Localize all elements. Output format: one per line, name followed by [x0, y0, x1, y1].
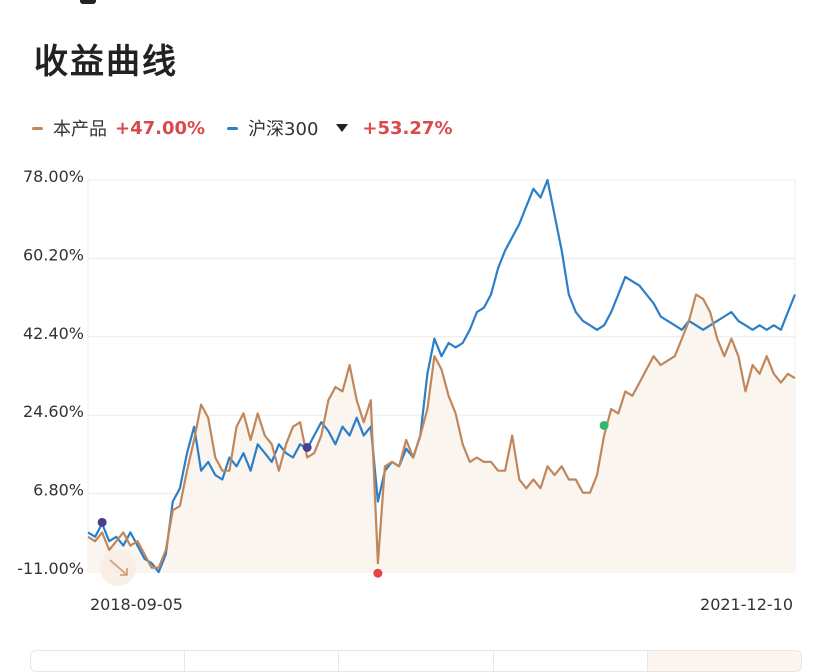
bottom-tab-2[interactable] [185, 651, 340, 671]
y-axis-labels: 78.00% 60.20% 42.40% 24.60% 6.80% -11.00% [17, 167, 84, 578]
index-return-value: +53.27% [362, 117, 453, 139]
bottom-tab-3[interactable] [339, 651, 494, 671]
arrow-icon [109, 559, 128, 576]
x-axis-labels: 2018-09-05 2021-12-10 [90, 595, 793, 614]
purple-trade-marker[interactable] [302, 442, 312, 452]
index-legend-label[interactable]: 沪深300 [248, 119, 319, 140]
green-trade-marker[interactable] [599, 420, 609, 430]
purple-trade-marker[interactable] [97, 517, 107, 527]
y-tick-label: -11.00% [17, 559, 84, 578]
y-tick-label: 24.60% [23, 402, 84, 421]
x-label-start: 2018-09-05 [90, 595, 183, 614]
bottom-tab-5[interactable] [647, 651, 801, 671]
chart-legend: 本产品 +47.00% 沪深300 +53.27% [32, 114, 452, 142]
y-tick-label: 60.20% [23, 245, 84, 264]
product-return-value: +47.00% [115, 117, 206, 139]
status-bar-fragment [80, 0, 96, 4]
y-tick-label: 6.80% [33, 481, 84, 500]
trade-markers [97, 420, 609, 578]
bottom-tab-bar [30, 650, 802, 672]
y-tick-label: 78.00% [23, 167, 84, 186]
y-tick-label: 42.40% [23, 324, 84, 343]
index-line [87, 178, 797, 574]
product-legend-label: 本产品 [53, 119, 107, 140]
product-area [88, 294, 795, 572]
bottom-tab-1[interactable] [31, 651, 186, 671]
product-legend-swatch [32, 126, 43, 130]
product-line [87, 293, 796, 569]
x-label-end: 2021-12-10 [700, 595, 793, 614]
page-title: 收益曲线 [34, 42, 178, 82]
bottom-tab-4[interactable] [494, 651, 648, 671]
red-trade-marker[interactable] [373, 568, 383, 578]
index-dropdown-icon[interactable] [336, 124, 349, 132]
series-lines [87, 178, 797, 574]
zoom-handle[interactable] [100, 550, 136, 586]
return-chart[interactable]: 78.00% 60.20% 42.40% 24.60% 6.80% -11.00% 201… [0, 160, 828, 620]
index-legend-swatch [227, 126, 239, 130]
